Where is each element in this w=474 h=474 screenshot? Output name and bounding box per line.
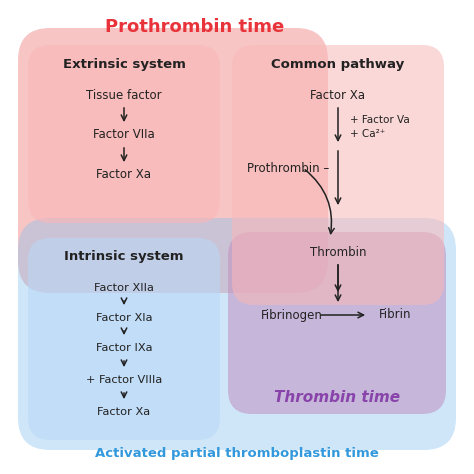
FancyBboxPatch shape xyxy=(28,238,220,440)
Text: Factor Xa: Factor Xa xyxy=(310,89,365,101)
Text: + Factor Va
+ Ca²⁺: + Factor Va + Ca²⁺ xyxy=(350,115,410,138)
Text: Prothrombin –: Prothrombin – xyxy=(247,162,329,174)
Text: Factor IXa: Factor IXa xyxy=(96,343,152,353)
Text: Factor Xa: Factor Xa xyxy=(98,407,151,417)
Text: Factor VIIa: Factor VIIa xyxy=(93,128,155,142)
FancyBboxPatch shape xyxy=(232,45,444,305)
FancyBboxPatch shape xyxy=(18,218,456,450)
Text: Activated partial thromboplastin time: Activated partial thromboplastin time xyxy=(95,447,379,460)
Text: + Factor VIIIa: + Factor VIIIa xyxy=(86,375,162,385)
FancyBboxPatch shape xyxy=(18,28,328,293)
Text: Thrombin time: Thrombin time xyxy=(274,391,400,405)
Text: Factor XIIa: Factor XIIa xyxy=(94,283,154,293)
Text: Common pathway: Common pathway xyxy=(272,58,405,71)
Text: Fibrinogen: Fibrinogen xyxy=(261,309,323,321)
Text: Thrombin: Thrombin xyxy=(310,246,366,258)
Text: Intrinsic system: Intrinsic system xyxy=(64,250,184,263)
Text: Extrinsic system: Extrinsic system xyxy=(63,58,185,71)
FancyBboxPatch shape xyxy=(228,232,446,414)
Text: Tissue factor: Tissue factor xyxy=(86,89,162,101)
FancyBboxPatch shape xyxy=(28,45,220,223)
Text: Factor Xa: Factor Xa xyxy=(97,168,152,182)
Text: Fibrin: Fibrin xyxy=(379,309,411,321)
Text: Prothrombin time: Prothrombin time xyxy=(105,18,284,36)
Text: Factor XIa: Factor XIa xyxy=(96,313,152,323)
